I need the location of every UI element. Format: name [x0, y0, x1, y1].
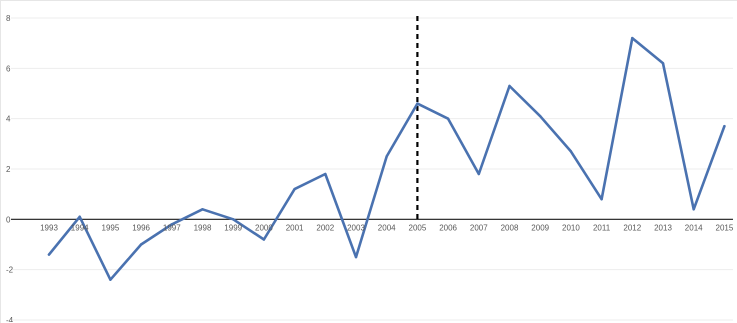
- data-point-2005: [416, 102, 419, 105]
- data-point-1999: [232, 218, 235, 221]
- x-tick-label: 2009: [531, 223, 549, 232]
- gridlines: [11, 17, 733, 321]
- data-point-2013: [661, 62, 665, 65]
- x-tick-label: 2004: [378, 223, 396, 232]
- data-point-2015: [723, 125, 726, 128]
- data-point-2002: [324, 172, 327, 176]
- x-tick-label: 2002: [316, 223, 334, 232]
- data-point-2007: [477, 172, 480, 176]
- x-tick-label: 1994: [71, 223, 89, 232]
- data-point-1994: [78, 215, 81, 219]
- y-tick-label: -2: [6, 266, 14, 275]
- x-tick-label: 2007: [470, 223, 488, 232]
- data-point-1997: [170, 223, 173, 226]
- data-point-1993: [47, 253, 51, 256]
- x-tick-label: 1999: [224, 223, 242, 232]
- data-point-2003: [354, 255, 358, 259]
- data-point-2004: [385, 155, 388, 158]
- series-line: [47, 36, 726, 282]
- y-tick-label: -4: [6, 316, 14, 322]
- x-tick-label: 1997: [163, 223, 181, 232]
- data-point-2010: [569, 150, 573, 153]
- data-point-2001: [293, 187, 296, 191]
- data-point-2011: [600, 198, 603, 201]
- data-point-1996: [139, 243, 143, 246]
- y-tick-label: 8: [6, 14, 11, 23]
- y-axis-tick-labels: -4 -2 0 2 4 6 8: [6, 14, 14, 322]
- data-point-2006: [446, 117, 450, 120]
- x-tick-label: 2000: [255, 223, 273, 232]
- x-tick-label: 2011: [593, 223, 611, 232]
- x-tick-label: 1993: [40, 223, 58, 232]
- x-tick-label: 2012: [623, 223, 641, 232]
- x-tick-label: 2014: [685, 223, 703, 232]
- x-tick-label: 2010: [562, 223, 580, 232]
- x-tick-label: 2001: [286, 223, 304, 232]
- data-point-2009: [539, 114, 542, 118]
- x-tick-label: 1998: [194, 223, 212, 232]
- y-tick-label: 4: [6, 115, 11, 124]
- data-point-2012: [631, 36, 634, 40]
- data-point-2014: [692, 208, 695, 211]
- x-tick-label: 2005: [409, 223, 427, 232]
- y-tick-label: 0: [6, 215, 11, 224]
- x-tick-label: 1996: [132, 223, 150, 232]
- data-point-2000: [262, 238, 266, 241]
- y-tick-label: 2: [6, 165, 11, 174]
- y-tick-label: 6: [6, 64, 11, 73]
- x-tick-label: 2013: [654, 223, 672, 232]
- x-axis-tick-labels: 1993 1994 1995 1996 1997 1998 1999 2000 2001 2002…: [40, 223, 734, 232]
- x-tick-label: 2008: [501, 223, 519, 232]
- x-tick-label: 2015: [716, 223, 734, 232]
- data-point-1998: [201, 208, 204, 211]
- x-tick-label: 2003: [347, 223, 365, 232]
- x-tick-label: 2006: [439, 223, 457, 232]
- data-point-2008: [508, 84, 511, 88]
- x-tick-label: 1995: [102, 223, 120, 232]
- series-layer: [47, 36, 726, 282]
- data-point-1995: [109, 278, 112, 281]
